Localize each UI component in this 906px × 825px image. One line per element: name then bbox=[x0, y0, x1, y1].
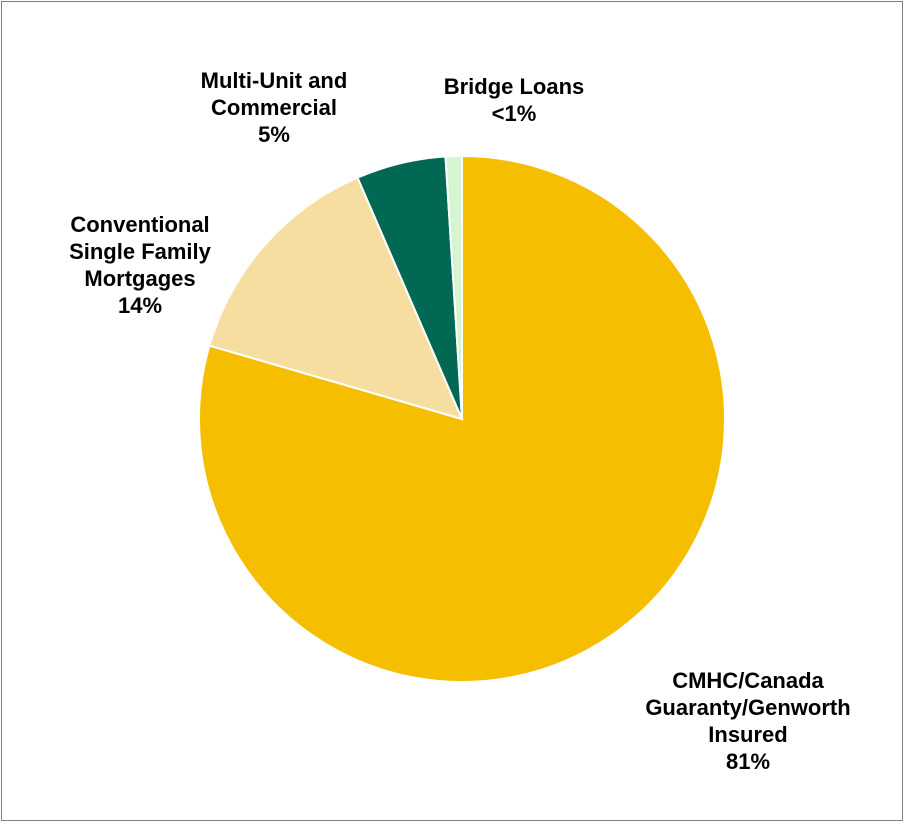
slice-label-line: CMHC/Canada bbox=[672, 668, 824, 693]
slice-label-1: Conventional Single Family Mortgages 14% bbox=[69, 212, 212, 318]
slice-label-line: Multi-Unit and bbox=[201, 68, 348, 93]
slice-label-3: Bridge Loans <1% bbox=[444, 74, 585, 126]
slice-label-line: <1% bbox=[492, 101, 537, 126]
slice-label-line: Bridge Loans bbox=[444, 74, 585, 99]
slice-label-line: Conventional bbox=[70, 212, 209, 237]
pie-slice-1 bbox=[208, 176, 464, 421]
slice-label-line: Insured bbox=[708, 722, 787, 747]
slice-label-line: 81% bbox=[726, 749, 770, 774]
slice-label-line: Single Family bbox=[69, 239, 212, 264]
slice-label-2: Multi-Unit and Commercial 5% bbox=[201, 68, 348, 147]
slice-label-line: Mortgages bbox=[84, 266, 195, 291]
pie-labels: CMHC/Canada Guaranty/Genworth Insured 81% Co… bbox=[69, 68, 851, 774]
slice-label-line: Commercial bbox=[211, 95, 337, 120]
pie-slices bbox=[198, 154, 726, 683]
slice-label-line: Guaranty/Genworth bbox=[645, 695, 850, 720]
slice-label-line: 5% bbox=[258, 122, 290, 147]
slice-label-0: CMHC/Canada Guaranty/Genworth Insured 81% bbox=[645, 668, 850, 774]
slice-label-line: 14% bbox=[118, 293, 162, 318]
pie-slice-3 bbox=[444, 154, 463, 420]
